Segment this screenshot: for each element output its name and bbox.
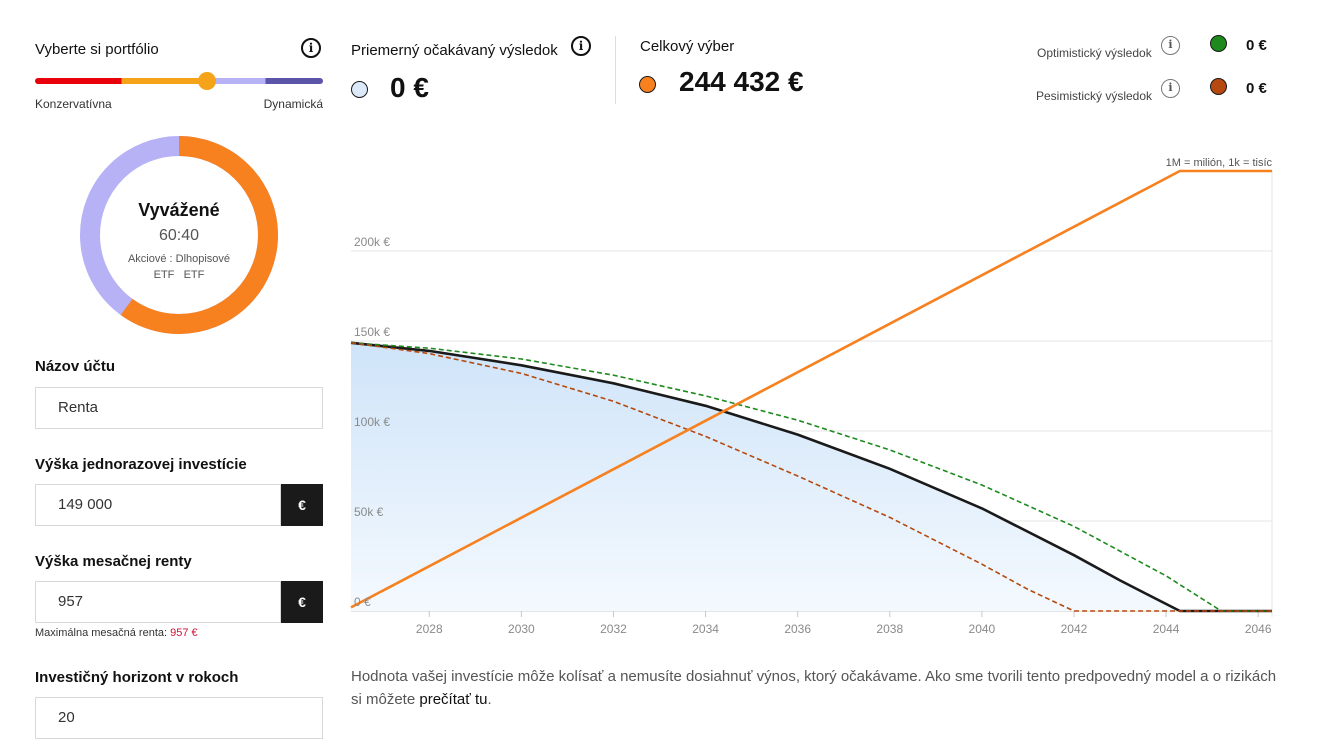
info-icon[interactable]: i — [1161, 36, 1180, 55]
optimistic-value: 0 € — [1246, 37, 1267, 54]
chart-labels: 0 € 50k € 100k € 150k € 200k € 2028 2030 2032 20… — [354, 235, 1272, 636]
info-icon[interactable]: i — [571, 36, 591, 56]
lump-sum-input[interactable]: 149 000 — [35, 484, 281, 526]
max-rent-hint: Maximálna mesačná renta: 957 € — [35, 627, 198, 639]
average-area — [351, 342, 1272, 611]
read-more-link[interactable]: prečítať tu — [419, 691, 488, 708]
max-rent-hint-value: 957 € — [170, 627, 198, 639]
y-tick-label: 0 € — [354, 595, 371, 609]
x-tick-label: 2040 — [969, 622, 996, 636]
y-tick-label: 150k € — [354, 325, 390, 339]
lump-sum-label: Výška jednorazovej investície — [35, 456, 247, 473]
x-tick-label: 2036 — [784, 622, 811, 636]
monthly-rent-label: Výška mesačnej renty — [35, 553, 192, 570]
optimistic-series-line — [350, 342, 1272, 612]
avg-result-dot — [351, 81, 368, 98]
y-tick-label: 100k € — [354, 415, 390, 429]
pessimistic-series-line — [350, 342, 1272, 612]
x-tick-label: 2046 — [1245, 622, 1272, 636]
total-withdrawal-value: 244 432 € — [679, 66, 804, 97]
portfolio-legend-line2: ETF ETF — [153, 269, 205, 281]
x-tick-label: 2028 — [416, 622, 443, 636]
disclaimer: Hodnota vašej investície môže kolísať a … — [351, 665, 1281, 711]
donut-stocks-segment — [80, 136, 278, 334]
y-tick-label: 50k € — [354, 505, 384, 519]
portfolio-ratio: 60:40 — [158, 227, 200, 244]
y-tick-label: 200k € — [354, 235, 390, 249]
risk-slider[interactable] — [35, 72, 323, 90]
portfolio-legend: Akciové : Dlhopisové ETF ETF — [79, 251, 279, 283]
portfolio-header: Vyberte si portfólio i — [35, 38, 323, 60]
x-tick-label: 2034 — [692, 622, 719, 636]
projection-chart: 0 € 50k € 100k € 150k € 200k € 2028 2030 2032 20… — [350, 157, 1273, 636]
lump-sum-currency-button[interactable]: € — [281, 484, 323, 526]
total-withdrawal-label: Celkový výber — [640, 38, 735, 55]
donut-center: Vyvážené 60:40 Akciové : Dlhopisové ETF … — [79, 200, 279, 283]
x-tick-label: 2038 — [876, 622, 903, 636]
average-series-line — [350, 341, 1272, 613]
monthly-rent-currency-button[interactable]: € — [281, 581, 323, 623]
pessimistic-label: Pesimistický výsledok — [1036, 89, 1153, 103]
x-tick-label: 2032 — [600, 622, 627, 636]
account-name-input[interactable]: Renta — [35, 387, 323, 429]
allocation-donut-svg — [80, 136, 278, 334]
portfolio-title: Vyberte si portfólio — [35, 41, 159, 58]
risk-min-label: Konzervatívna — [35, 97, 112, 111]
portfolio-legend-line1: Akciové : Dlhopisové — [127, 253, 231, 265]
pessimistic-value: 0 € — [1246, 80, 1267, 97]
chart-note: 1M = milión, 1k = tisíc — [1166, 157, 1273, 169]
avg-result-label: Priemerný očakávaný výsledok — [351, 42, 558, 59]
horizon-label: Investičný horizont v rokoch — [35, 669, 239, 686]
total-series-line — [350, 169, 1272, 609]
chart-area — [351, 342, 1272, 611]
disclaimer-suffix: . — [487, 691, 492, 708]
x-tick-label: 2030 — [508, 622, 535, 636]
x-tick-label: 2042 — [1061, 622, 1088, 636]
info-icon[interactable]: i — [301, 38, 321, 58]
allocation-donut: Vyvážené 60:40 Akciové : Dlhopisové ETF … — [79, 135, 279, 335]
x-tick-label: 2044 — [1153, 622, 1180, 636]
avg-result-value: 0 € — [390, 72, 429, 103]
summary-divider — [615, 36, 616, 104]
optimistic-dot — [1210, 35, 1227, 52]
account-name-label: Názov účtu — [35, 358, 116, 375]
total-withdrawal-dot — [639, 76, 656, 93]
max-rent-hint-label: Maximálna mesačná renta: — [35, 627, 168, 639]
info-icon[interactable]: i — [1161, 79, 1180, 98]
portfolio-name: Vyvážené — [138, 200, 220, 220]
risk-slider-thumb[interactable] — [198, 72, 216, 90]
horizon-input[interactable]: 20 — [35, 697, 323, 739]
risk-max-label: Dynamická — [263, 97, 323, 111]
chart-series — [350, 169, 1272, 613]
optimistic-label: Optimistický výsledok — [1037, 46, 1152, 60]
risk-labels: Konzervatívna Dynamická — [35, 97, 323, 111]
disclaimer-text: Hodnota vašej investície môže kolísať a … — [351, 668, 1277, 708]
pessimistic-dot — [1210, 78, 1227, 95]
monthly-rent-input[interactable]: 957 — [35, 581, 281, 623]
